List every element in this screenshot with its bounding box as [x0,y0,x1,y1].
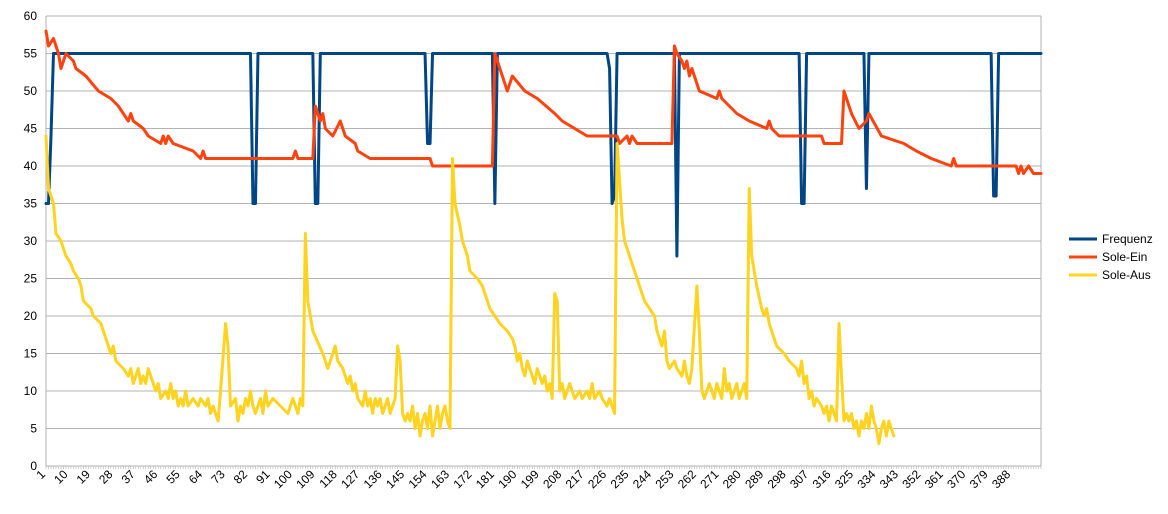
y-tick-label: 15 [24,347,38,361]
x-tick-label: 379 [967,467,991,491]
x-tick-label: 100 [271,467,295,491]
y-tick-label: 10 [24,384,38,398]
series-line-sole-aus [44,134,896,445]
legend: Frequenz Sole-Ein Sole-Aus [1069,232,1153,282]
series-lines [44,29,1043,445]
x-tick-label: 280 [720,467,744,491]
x-tick-label: 55 [163,467,183,487]
x-tick-label: 307 [787,467,811,491]
y-tick-label: 5 [30,422,37,436]
y-tick-label: 0 [30,459,37,473]
x-tick-label: 91 [253,467,273,487]
gridlines [45,15,1042,467]
legend-label-sole-ein: Sole-Ein [1102,250,1147,264]
series-line-frequenz [44,52,1043,258]
x-tick-label: 37 [119,467,139,487]
y-axis: 0 5 10 15 20 25 30 35 40 45 50 55 60 [24,9,38,473]
x-tick-label: 253 [652,467,676,491]
x-tick-label: 343 [877,467,901,491]
x-tick-label: 118 [316,467,340,491]
x-tick-label: 46 [141,467,161,487]
x-tick-label: 1 [33,467,48,482]
x-tick-label: 361 [922,467,946,491]
x-tick-label: 10 [51,467,71,487]
x-tick-label: 334 [854,467,878,491]
x-tick-label: 199 [518,467,542,491]
x-tick-label: 352 [899,467,923,491]
x-tick-label: 388 [989,467,1013,491]
x-tick-label: 316 [810,467,834,491]
x-tick-label: 190 [495,467,519,491]
y-tick-label: 20 [24,309,38,323]
x-tick-label: 262 [675,467,699,491]
x-tick-label: 208 [540,467,564,491]
x-tick-label: 145 [383,467,407,491]
y-tick-label: 25 [24,272,38,286]
x-tick-label: 289 [742,467,766,491]
legend-label-frequenz: Frequenz [1102,232,1153,246]
series-line-sole-ein [44,29,1043,175]
x-tick-label: 82 [231,467,251,487]
x-tick-label: 28 [96,467,116,487]
x-tick-label: 181 [473,467,497,491]
y-tick-label: 55 [24,47,38,61]
x-tick-label: 73 [208,467,228,487]
x-tick-label: 154 [406,467,430,491]
x-tick-label: 64 [186,467,206,487]
y-tick-label: 60 [24,9,38,23]
x-tick-label: 163 [428,467,452,491]
x-tick-label: 172 [450,467,474,491]
x-tick-label: 325 [832,467,856,491]
y-tick-label: 40 [24,159,38,173]
x-tick-label: 19 [74,467,94,487]
x-tick-label: 244 [630,467,654,491]
x-tick-label: 127 [338,467,362,491]
x-tick-label: 109 [293,467,317,491]
y-tick-label: 45 [24,122,38,136]
x-tick-label: 235 [608,467,632,491]
x-tick-label: 370 [944,467,968,491]
x-tick-label: 217 [563,467,587,491]
x-tick-label: 136 [361,467,385,491]
legend-label-sole-aus: Sole-Aus [1102,268,1151,282]
y-tick-label: 35 [24,197,38,211]
x-tick-label: 226 [585,467,609,491]
x-tick-label: 271 [697,467,721,491]
y-tick-label: 30 [24,234,38,248]
y-tick-label: 50 [24,84,38,98]
x-tick-label: 298 [765,467,789,491]
